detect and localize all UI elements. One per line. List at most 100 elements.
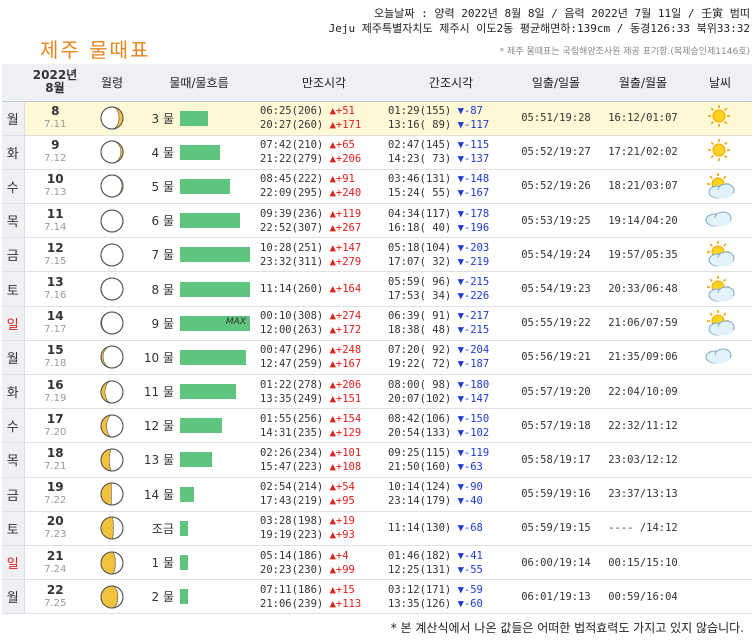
high-height: 234: [297, 446, 317, 459]
high-arrow-icon: ▲: [329, 119, 336, 132]
low-line: 13:16( 89) ▼-117: [388, 119, 490, 132]
moonrise-moonset: 00:15/15:10: [608, 556, 678, 569]
low-arrow-icon: ▼: [457, 187, 464, 200]
high-arrow-icon: ▲: [329, 460, 336, 473]
high-height: 214: [297, 481, 317, 494]
low-height: 40: [425, 221, 445, 234]
tide-name: 11 물: [143, 385, 174, 400]
high-delta: +119: [335, 207, 362, 220]
low-time: 12:25: [388, 563, 420, 576]
high-line: 13:35(249) ▲+151: [260, 392, 362, 405]
sunrise-sunset: 05:54/19:24: [521, 248, 591, 261]
sunrise-sunset: 06:00/19:14: [521, 556, 591, 569]
low-delta: -68: [463, 522, 483, 535]
weather-cell: [688, 375, 752, 409]
lunar-date: 7.20: [44, 426, 67, 438]
high-delta: +267: [335, 221, 362, 234]
low-line: 01:29(155) ▼-87: [388, 105, 483, 118]
low-arrow-icon: ▼: [457, 119, 464, 132]
solar-date: 13: [46, 275, 64, 290]
date-cell: 11 7.14: [24, 204, 86, 238]
solar-date: 12: [46, 240, 64, 255]
date-cell: 12 7.15: [24, 238, 86, 272]
solar-date: 21: [46, 548, 64, 563]
day-of-week: 화: [2, 374, 25, 409]
table-row: 화 16 7.19 11 물 01:22(278) ▲+206 13:35(249…: [2, 374, 752, 409]
low-time: 01:46: [388, 549, 420, 562]
low-time: 08:42: [388, 412, 420, 425]
day-of-week: 목: [2, 203, 25, 238]
high-time: 05:14: [260, 549, 292, 562]
tide-name: 9 물: [151, 316, 175, 331]
low-time: 17:07: [388, 255, 420, 268]
low-time: 02:47: [388, 139, 420, 152]
solar-date: 16: [46, 377, 64, 392]
moonrise-moonset: 21:35/09:06: [608, 351, 678, 364]
low-delta: -41: [463, 549, 483, 562]
low-height: 92: [425, 344, 445, 357]
high-line: 22:09(295) ▲+240: [260, 187, 362, 200]
low-height: 160: [425, 460, 445, 473]
high-delta: +101: [335, 446, 362, 459]
tide-cell: 6 물: [138, 204, 260, 238]
high-tide-cell: 07:11(186) ▲+15 21:06(239) ▲+113: [260, 580, 388, 614]
low-height: 179: [425, 495, 445, 508]
weather-cell: [688, 204, 752, 238]
table-row: 목 18 7.21 13 물 02:26(234) ▲+101 15:47(223…: [2, 442, 752, 478]
low-delta: -215: [463, 276, 490, 289]
sunrise-sunset: 05:56/19:21: [521, 351, 591, 364]
tide-name: 5 물: [151, 179, 175, 194]
high-height: 260: [297, 283, 317, 296]
high-line: 02:54(214) ▲+54: [260, 481, 355, 494]
tide-flow-bar: [180, 486, 194, 502]
low-tide-cell: 03:46(131) ▼-148 15:24( 55) ▼-167: [388, 169, 514, 203]
tide-cell: 8 물: [138, 272, 260, 306]
low-tide-cell: 07:20( 92) ▼-204 19:22( 72) ▼-187: [388, 340, 514, 374]
high-delta: +206: [335, 378, 362, 391]
low-arrow-icon: ▼: [457, 105, 464, 118]
tide-name: 2 물: [151, 590, 175, 605]
high-delta: +129: [335, 426, 362, 439]
table-row: 금 19 7.22 14 물 02:54(214) ▲+54 17:43(219)…: [2, 477, 752, 512]
tide-flow-bar: MAX: [180, 315, 250, 331]
low-delta: -117: [463, 119, 490, 132]
low-arrow-icon: ▼: [457, 255, 464, 268]
high-arrow-icon: ▲: [329, 583, 336, 596]
low-delta: -196: [463, 221, 490, 234]
lunar-date: 7.17: [44, 324, 67, 336]
low-line: 19:22( 72) ▼-187: [388, 358, 490, 371]
high-arrow-icon: ▲: [329, 173, 336, 186]
lunar-date: 7.23: [44, 529, 67, 541]
low-line: 01:46(182) ▼-41: [388, 549, 483, 562]
low-time: 01:29: [388, 105, 420, 118]
header-moon: 월령: [86, 64, 138, 102]
lunar-date: 7.24: [44, 563, 67, 575]
low-time: 07:20: [388, 344, 420, 357]
moonrise-moonset: 17:21/02:02: [608, 146, 678, 159]
moon-phase-icon: [86, 306, 138, 340]
low-arrow-icon: ▼: [457, 221, 464, 234]
low-delta: -150: [463, 412, 490, 425]
moon-phase-icon: [86, 169, 138, 203]
lunar-date: 7.18: [44, 358, 67, 370]
low-time: 13:35: [388, 597, 420, 610]
table-row: 금 12 7.15 7 물 10:28(251) ▲+147 23:32(311)…: [2, 237, 752, 272]
high-time: 08:45: [260, 173, 292, 186]
low-delta: -219: [463, 255, 490, 268]
low-line: 09:25(115) ▼-119: [388, 446, 490, 459]
low-delta: -63: [463, 460, 483, 473]
high-line: 17:43(219) ▲+95: [260, 495, 355, 508]
low-tide-cell: 11:14(130) ▼-68: [388, 511, 514, 545]
day-of-week: 토: [2, 511, 25, 546]
sunrise-sunset: 05:52/19:26: [521, 180, 591, 193]
high-line: 20:27(260) ▲+171: [260, 119, 362, 132]
tide-cell: 10 물: [138, 340, 260, 374]
high-delta: +15: [335, 583, 355, 596]
low-delta: -40: [463, 495, 483, 508]
high-time: 20:23: [260, 563, 292, 576]
high-delta: +206: [335, 153, 362, 166]
low-delta: -148: [463, 173, 490, 186]
tide-name: 3 물: [151, 111, 175, 126]
low-line: 08:42(106) ▼-150: [388, 412, 490, 425]
low-height: 131: [425, 563, 445, 576]
